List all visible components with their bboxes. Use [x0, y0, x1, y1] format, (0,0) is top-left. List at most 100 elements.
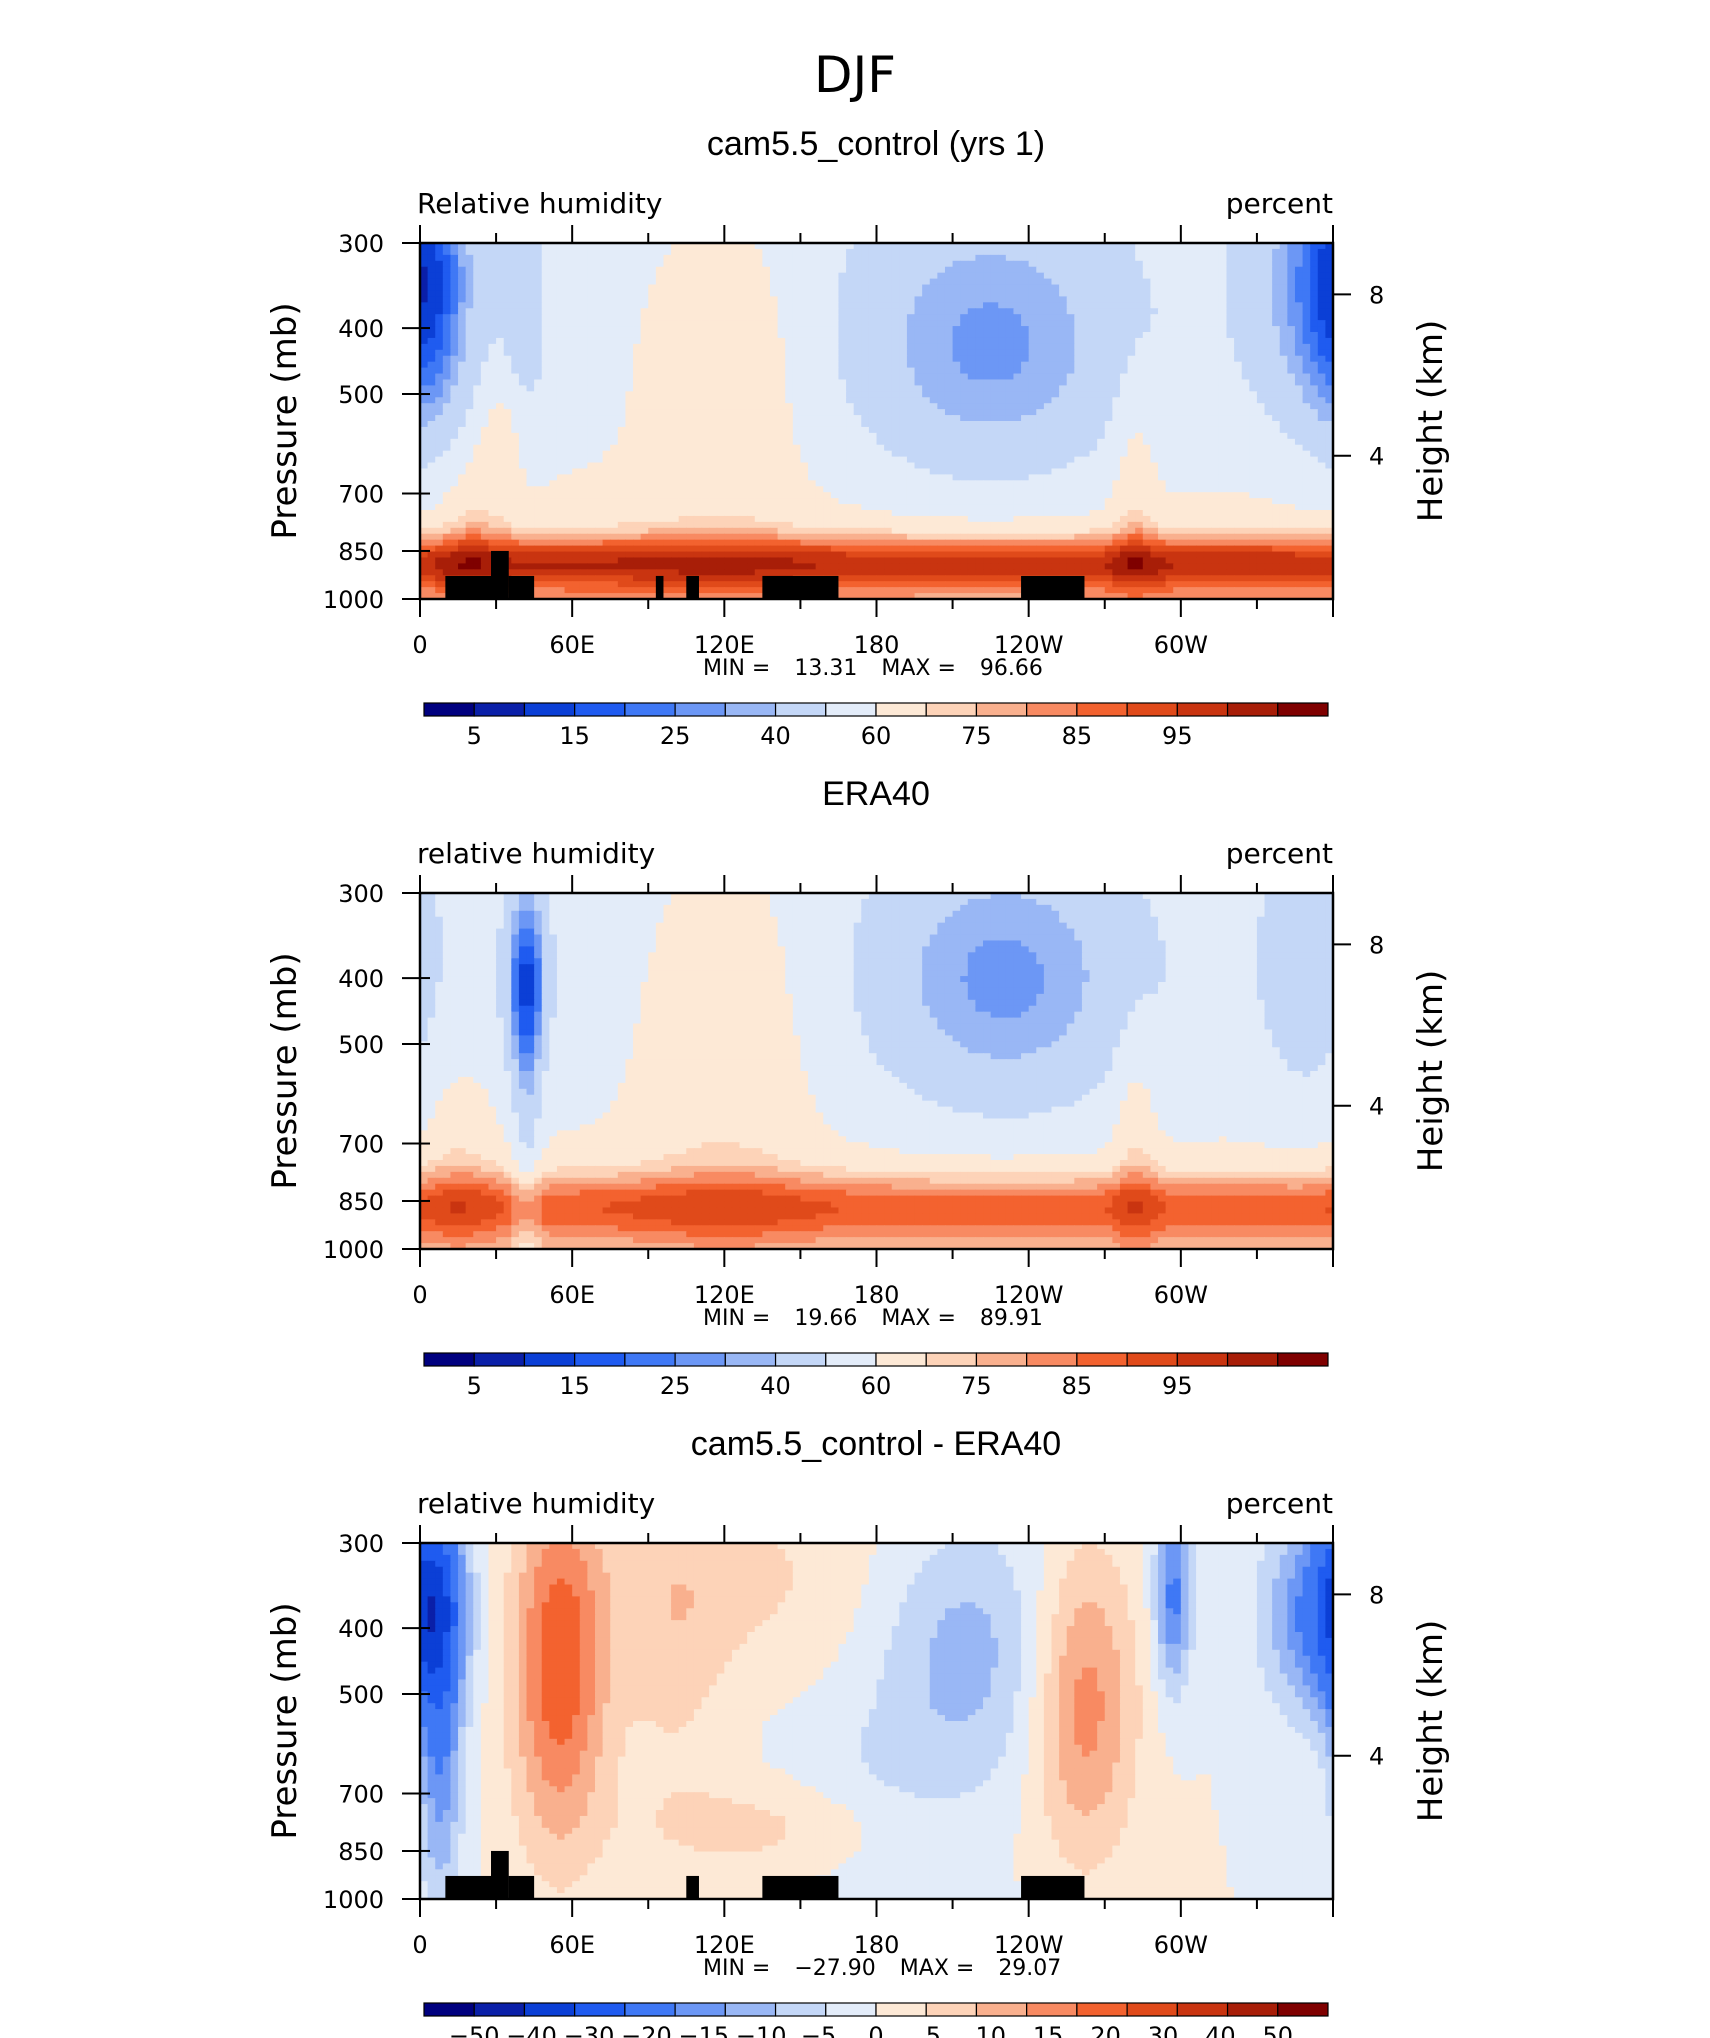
contour-cell: [709, 290, 717, 297]
contour-cell: [1181, 326, 1189, 333]
contour-cell: [762, 385, 770, 392]
contour-cell: [762, 296, 770, 303]
contour-cell: [466, 385, 474, 392]
contour-cell: [907, 356, 915, 363]
contour-cell: [1303, 362, 1311, 369]
contour-cell: [458, 320, 466, 327]
contour-cell: [1234, 409, 1242, 416]
contour-cell: [823, 409, 831, 416]
contour-cell: [915, 379, 923, 386]
contour-cell: [488, 403, 496, 410]
contour-cell: [542, 302, 550, 309]
contour-cell: [1318, 427, 1326, 434]
contour-cell: [435, 415, 443, 422]
contour-cell: [1082, 356, 1090, 363]
contour-cell: [1021, 409, 1029, 416]
contour-cell: [953, 314, 961, 321]
contour-cell: [1105, 397, 1113, 404]
contour-cell: [709, 397, 717, 404]
contour-cell: [618, 249, 626, 256]
contour-cell: [473, 433, 481, 440]
contour-cell: [648, 362, 656, 369]
contour-cell: [565, 255, 573, 262]
contour-cell: [778, 332, 786, 339]
contour-cell: [823, 290, 831, 297]
contour-cell: [1044, 255, 1052, 262]
contour-cell: [1067, 285, 1075, 292]
contour-cell: [1173, 344, 1181, 351]
contour-cell: [945, 267, 953, 274]
contour-cell: [861, 391, 869, 398]
contour-cell: [1234, 249, 1242, 256]
contour-cell: [1158, 409, 1166, 416]
contour-cell: [1265, 356, 1273, 363]
contour-cell: [686, 379, 694, 386]
contour-cell: [800, 344, 808, 351]
contour-cell: [595, 332, 603, 339]
contour-cell: [732, 261, 740, 268]
contour-cell: [443, 249, 451, 256]
contour-cell: [618, 344, 626, 351]
contour-cell: [937, 273, 945, 280]
contour-cell: [686, 338, 694, 345]
contour-cell: [1120, 415, 1128, 422]
contour-cell: [1150, 308, 1158, 315]
contour-cell: [618, 433, 626, 440]
contour-cell: [1150, 391, 1158, 398]
contour-cell: [1044, 249, 1052, 256]
contour-cell: [869, 368, 877, 375]
contour-cell: [732, 368, 740, 375]
contour-cell: [473, 267, 481, 274]
contour-cell: [656, 403, 664, 410]
contour-cell: [884, 290, 892, 297]
contour-cell: [937, 320, 945, 327]
contour-cell: [899, 374, 907, 381]
contour-cell: [496, 308, 504, 315]
contour-cell: [1021, 338, 1029, 345]
contour-cell: [755, 314, 763, 321]
contour-cell: [481, 379, 489, 386]
contour-cell: [877, 249, 885, 256]
contour-cell: [922, 285, 930, 292]
contour-cell: [1318, 326, 1326, 333]
contour-cell: [915, 273, 923, 280]
contour-cell: [1226, 391, 1234, 398]
contour-cell: [435, 344, 443, 351]
contour-cell: [595, 320, 603, 327]
contour-cell: [519, 267, 527, 274]
contour-cell: [846, 421, 854, 428]
contour-cell: [724, 391, 732, 398]
contour-cell: [496, 356, 504, 363]
contour-cell: [960, 302, 968, 309]
contour-cell: [1105, 249, 1113, 256]
contour-cell: [785, 385, 793, 392]
contour-cell: [915, 391, 923, 398]
contour-cell: [953, 427, 961, 434]
contour-cell: [762, 308, 770, 315]
contour-cell: [542, 314, 550, 321]
contour-cell: [724, 326, 732, 333]
contour-cell: [1211, 415, 1219, 422]
contour-cell: [800, 267, 808, 274]
contour-cell: [1173, 261, 1181, 268]
contour-cell: [1181, 267, 1189, 274]
contour-cell: [428, 374, 436, 381]
contour-cell: [504, 290, 512, 297]
contour-cell: [603, 320, 611, 327]
contour-cell: [1265, 326, 1273, 333]
contour-cell: [953, 379, 961, 386]
contour-cell: [838, 261, 846, 268]
contour-cell: [1257, 255, 1265, 262]
contour-cell: [1105, 302, 1113, 309]
contour-cell: [542, 356, 550, 363]
contour-cell: [504, 356, 512, 363]
contour-cell: [511, 421, 519, 428]
contour-cell: [625, 261, 633, 268]
contour-cell: [755, 374, 763, 381]
contour-cell: [1173, 273, 1181, 280]
contour-cell: [755, 415, 763, 422]
contour-cell: [557, 261, 565, 268]
contour-cell: [1287, 308, 1295, 315]
contour-cell: [1006, 326, 1014, 333]
contour-cell: [724, 433, 732, 440]
